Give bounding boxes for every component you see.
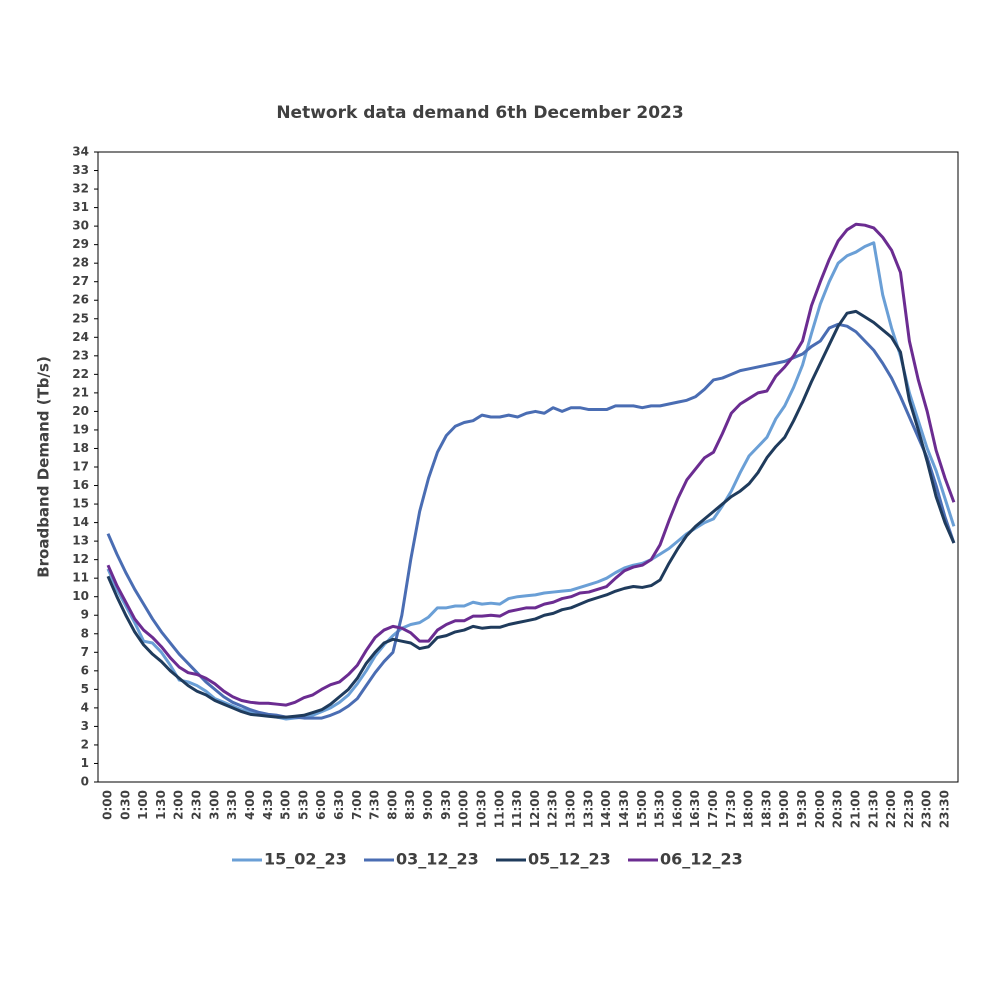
series-line [106, 309, 956, 719]
x-tick-label: 13:30 [581, 790, 595, 828]
x-tick-label: 11:30 [510, 790, 524, 828]
series-line [106, 241, 956, 721]
x-tick-label: 1:00 [136, 790, 150, 820]
y-tick-label: 10 [72, 589, 89, 603]
x-tick-label: 20:00 [813, 790, 827, 828]
y-tick-label: 24 [72, 330, 89, 344]
y-tick-label: 17 [72, 460, 89, 474]
x-tick-label: 20:30 [831, 790, 845, 828]
x-tick-label: 6:00 [314, 790, 328, 820]
x-tick-label: 16:00 [670, 790, 684, 828]
x-tick-label: 6:30 [332, 790, 346, 820]
y-tick-label: 5 [81, 682, 89, 696]
x-tick-label: 19:00 [777, 790, 791, 828]
x-tick-label: 23:00 [920, 790, 934, 828]
x-tick-label: 0:00 [101, 790, 115, 820]
y-tick-label: 19 [72, 422, 89, 436]
x-tick-label: 9:00 [421, 790, 435, 820]
x-tick-label: 16:30 [688, 790, 702, 828]
series-line [106, 222, 956, 707]
y-tick-label: 4 [81, 700, 89, 714]
y-tick-label: 25 [72, 311, 89, 325]
x-tick-label: 1:30 [154, 790, 168, 820]
x-tick-label: 14:30 [617, 790, 631, 828]
y-tick-label: 21 [72, 385, 89, 399]
x-tick-label: 22:00 [884, 790, 898, 828]
x-tick-label: 5:30 [296, 790, 310, 820]
y-tick-label: 18 [72, 441, 89, 455]
x-tick-label: 15:00 [635, 790, 649, 828]
x-tick-label: 9:30 [439, 790, 453, 820]
y-tick-label: 11 [72, 571, 89, 585]
x-tick-label: 17:30 [724, 790, 738, 828]
y-tick-label: 32 [72, 182, 89, 196]
y-tick-label: 33 [72, 163, 89, 177]
y-tick-label: 12 [72, 552, 89, 566]
x-tick-label: 0:30 [118, 790, 132, 820]
x-tick-label: 10:30 [474, 790, 488, 828]
x-tick-label: 18:00 [742, 790, 756, 828]
legend-label: 06_12_23 [660, 850, 743, 869]
y-tick-label: 26 [72, 293, 89, 307]
y-tick-label: 27 [72, 274, 89, 288]
y-tick-label: 31 [72, 200, 89, 214]
x-tick-label: 12:30 [546, 790, 560, 828]
x-tick-label: 13:00 [564, 790, 578, 828]
y-tick-label: 23 [72, 348, 89, 362]
y-tick-label: 28 [72, 256, 89, 270]
y-tick-label: 6 [81, 663, 89, 677]
y-tick-label: 1 [81, 756, 89, 770]
y-tick-label: 30 [72, 219, 89, 233]
x-tick-label: 10:00 [457, 790, 471, 828]
chart-title: Network data demand 6th December 2023 [276, 103, 683, 123]
y-tick-label: 2 [81, 737, 89, 751]
y-tick-label: 9 [81, 608, 89, 622]
y-tick-label: 16 [72, 478, 89, 492]
x-tick-label: 3:00 [207, 790, 221, 820]
y-tick-label: 20 [72, 404, 89, 418]
y-tick-label: 3 [81, 719, 89, 733]
x-tick-label: 17:00 [706, 790, 720, 828]
x-tick-label: 7:00 [350, 790, 364, 820]
y-tick-label: 0 [81, 775, 89, 789]
y-axis-label: Broadband Demand (Tb/s) [35, 356, 53, 578]
x-tick-label: 4:00 [243, 790, 257, 820]
legend-label: 15_02_23 [264, 850, 347, 869]
x-tick-label: 8:30 [403, 790, 417, 820]
legend-label: 05_12_23 [528, 850, 611, 869]
x-tick-label: 7:30 [368, 790, 382, 820]
x-tick-label: 22:30 [902, 790, 916, 828]
x-tick-label: 18:30 [759, 790, 773, 828]
x-tick-label: 23:30 [938, 790, 952, 828]
x-tick-label: 4:30 [261, 790, 275, 820]
x-tick-label: 2:30 [190, 790, 204, 820]
x-tick-label: 5:00 [279, 790, 293, 820]
x-tick-label: 15:30 [653, 790, 667, 828]
series-line [106, 322, 956, 720]
x-tick-label: 14:00 [599, 790, 613, 828]
y-tick-label: 29 [72, 237, 89, 251]
y-tick-label: 7 [81, 645, 89, 659]
y-tick-label: 14 [72, 515, 89, 529]
x-tick-label: 21:00 [848, 790, 862, 828]
y-tick-label: 8 [81, 626, 89, 640]
x-tick-label: 12:00 [528, 790, 542, 828]
y-tick-label: 15 [72, 497, 89, 511]
y-tick-label: 13 [72, 534, 89, 548]
y-tick-label: 22 [72, 367, 89, 381]
x-tick-label: 8:00 [385, 790, 399, 820]
x-tick-label: 3:30 [225, 790, 239, 820]
x-tick-label: 2:00 [172, 790, 186, 820]
x-tick-label: 11:00 [492, 790, 506, 828]
x-tick-label: 21:30 [866, 790, 880, 828]
legend-label: 03_12_23 [396, 850, 479, 869]
x-tick-label: 19:30 [795, 790, 809, 828]
y-tick-label: 34 [72, 145, 89, 159]
